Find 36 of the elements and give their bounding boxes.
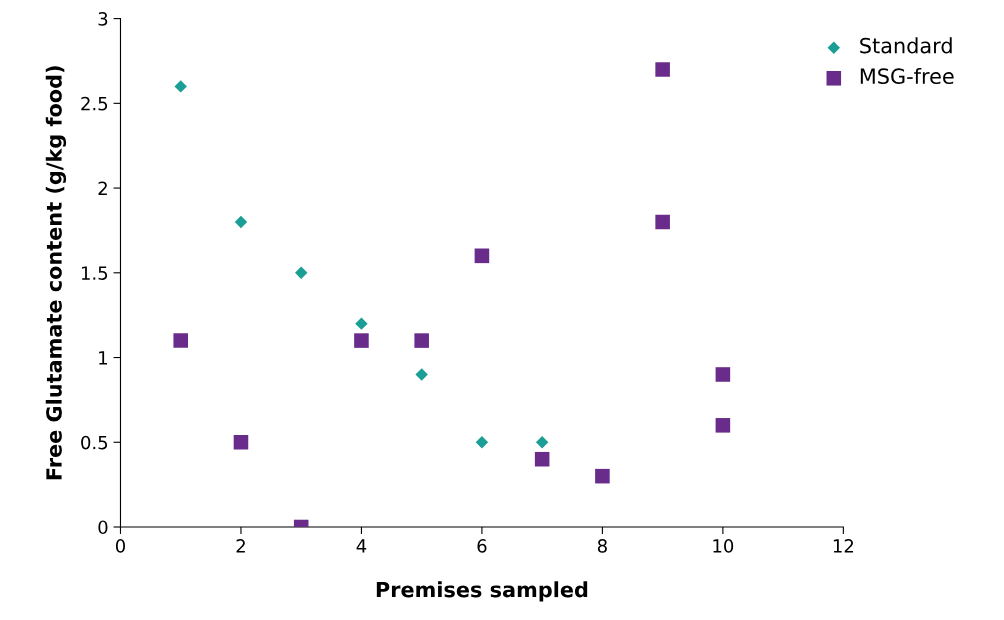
point xyxy=(174,80,187,93)
x-tick-label: 6 xyxy=(477,539,487,553)
point xyxy=(655,62,670,77)
y-tick-label: 0.5 xyxy=(81,435,108,450)
point xyxy=(234,215,248,229)
point xyxy=(354,333,369,348)
x-axis-title: Premises sampled xyxy=(376,581,588,602)
point xyxy=(475,436,489,449)
y-tick-label: 2 xyxy=(98,181,107,195)
point xyxy=(414,333,429,348)
x-tick-label: 10 xyxy=(713,539,734,553)
point xyxy=(294,266,308,280)
y-axis-title: Free Glutamate content (g/kg food) xyxy=(45,66,67,480)
point xyxy=(715,418,731,433)
x-tick-label: 4 xyxy=(356,539,367,553)
point xyxy=(535,436,549,449)
legend-label: MSG-free xyxy=(860,67,954,85)
y-tick-label: 1 xyxy=(99,351,108,365)
x-tick-label: 12 xyxy=(833,539,854,553)
legend-label: Standard xyxy=(860,37,952,54)
x-tick-label: 0 xyxy=(115,539,126,553)
x-tick-label: 8 xyxy=(597,539,607,553)
point xyxy=(474,248,490,264)
point xyxy=(655,214,670,230)
y-tick-label: 1.5 xyxy=(81,266,108,280)
point xyxy=(233,434,249,450)
point xyxy=(355,317,368,330)
point xyxy=(534,451,550,467)
y-tick-label: 0 xyxy=(98,520,108,535)
y-tick-label: 2.5 xyxy=(81,96,108,111)
point xyxy=(415,368,428,381)
point xyxy=(595,468,610,484)
point xyxy=(173,333,188,348)
y-tick-label: 3 xyxy=(98,12,108,26)
point xyxy=(715,367,731,382)
x-tick-label: 2 xyxy=(236,539,245,553)
